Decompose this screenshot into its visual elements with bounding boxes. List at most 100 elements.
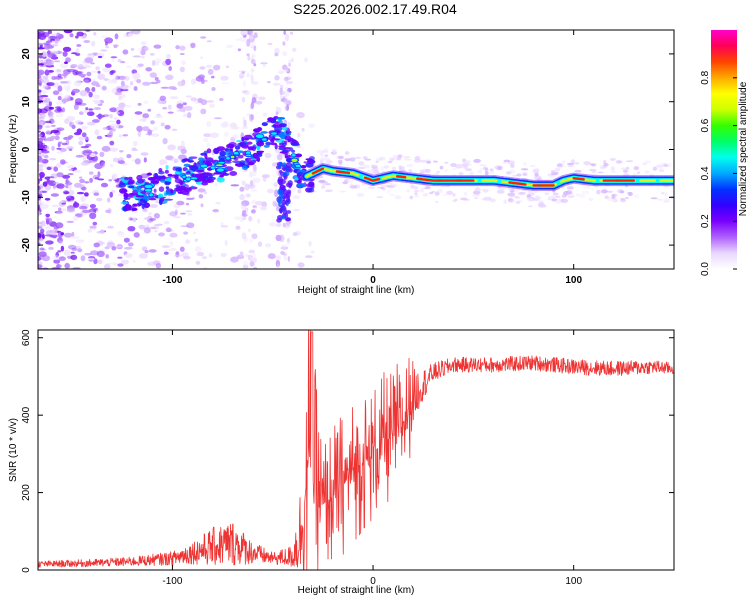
snr-ticks: -100 0 100 0 200 400 600 (21, 329, 674, 587)
halo-speckle (561, 165, 567, 168)
noise-speckle (165, 74, 174, 81)
halo-speckle (316, 149, 324, 154)
noise-speckle (111, 246, 117, 251)
ridge-blob (135, 189, 144, 193)
noise-speckle (55, 251, 59, 258)
halo-speckle (523, 162, 527, 166)
noise-speckle (100, 229, 105, 234)
noise-speckle (230, 126, 240, 130)
noise-speckle (39, 173, 43, 179)
noise-speckle (70, 64, 78, 68)
noise-speckle (124, 253, 133, 258)
ridge-blob (256, 153, 263, 158)
noise-speckle (40, 153, 45, 158)
ridge-blob (243, 134, 253, 140)
noise-speckle (249, 170, 253, 178)
halo-speckle (332, 150, 337, 154)
noise-speckle (103, 78, 109, 81)
halo-speckle (527, 197, 534, 202)
noise-speckle (85, 136, 89, 143)
ridge-core-segment (572, 177, 585, 181)
noise-speckle (45, 120, 52, 124)
noise-speckle (210, 132, 219, 138)
noise-speckle (203, 137, 209, 143)
halo-speckle (547, 198, 552, 201)
noise-speckle (72, 202, 80, 208)
halo-speckle (437, 188, 443, 193)
noise-speckle (155, 225, 159, 229)
ridge-blob (275, 123, 284, 128)
noise-speckle (63, 191, 70, 195)
noise-speckle (241, 125, 248, 130)
noise-speckle (142, 81, 151, 86)
noise-speckle (90, 250, 99, 256)
halo-speckle (319, 159, 324, 164)
ridge-bright-blob (214, 163, 225, 168)
halo-speckle (398, 165, 402, 170)
colorbar-tick-label: 0.6 (700, 118, 711, 132)
ridge-core-segment (363, 176, 381, 182)
ridge-blob (165, 186, 170, 190)
ridge-bright-blob (215, 167, 225, 173)
noise-speckle (45, 226, 52, 231)
halo-speckle (642, 162, 648, 166)
noise-speckle (290, 58, 294, 63)
halo-speckle (413, 186, 419, 190)
noise-speckle (60, 245, 65, 252)
noise-speckle (89, 204, 96, 209)
halo-speckle (554, 167, 561, 172)
ridge-blob (256, 141, 265, 147)
noise-speckle (120, 60, 126, 64)
noise-speckle (241, 90, 248, 94)
halo-speckle (603, 187, 608, 190)
noise-speckle (273, 182, 279, 187)
noise-speckle (105, 254, 109, 259)
ridge-blob (283, 147, 292, 150)
ridge-blob (191, 173, 195, 178)
noise-speckle (61, 107, 65, 113)
colorbar-tick-label: 0.4 (700, 166, 711, 180)
halo-speckle (462, 159, 466, 164)
noise-speckle (182, 102, 187, 106)
halo-speckle (419, 188, 425, 193)
halo-speckle (606, 190, 614, 193)
ridge-blob (234, 145, 241, 150)
noise-speckle (38, 158, 45, 163)
halo-speckle (465, 168, 473, 172)
halo-speckle (426, 160, 432, 164)
noise-speckle (173, 216, 182, 219)
ridge-blob (279, 170, 283, 174)
ridge-blob (283, 193, 288, 199)
noise-speckle (63, 136, 72, 141)
noise-speckle (131, 30, 141, 35)
noise-speckle (38, 164, 44, 167)
noise-speckle (213, 117, 223, 120)
ridge-blob (194, 162, 201, 168)
halo-speckle (324, 160, 333, 164)
noise-speckle (47, 60, 52, 66)
noise-speckle (253, 45, 257, 52)
noise-speckle (195, 260, 201, 265)
noise-speckle (45, 219, 50, 225)
halo-speckle (338, 155, 344, 160)
noise-speckle (86, 257, 95, 261)
noise-speckle (66, 207, 75, 213)
halo-speckle (503, 159, 510, 163)
noise-speckle (185, 210, 193, 213)
noise-speckle (285, 80, 289, 87)
noise-speckle (46, 166, 52, 171)
noise-speckle (250, 114, 255, 121)
noise-speckle (111, 190, 116, 193)
halo-speckle (599, 165, 606, 170)
noise-speckle (60, 159, 66, 165)
noise-speckle (225, 65, 229, 69)
halo-speckle (530, 192, 535, 196)
noise-speckle (52, 90, 60, 95)
ridge-blob (160, 178, 166, 183)
noise-speckle (96, 114, 105, 118)
noise-speckle (127, 242, 134, 247)
noise-speckle (45, 130, 51, 135)
noise-speckle (154, 76, 159, 81)
noise-speckle (89, 225, 97, 229)
noise-speckle (137, 47, 143, 52)
